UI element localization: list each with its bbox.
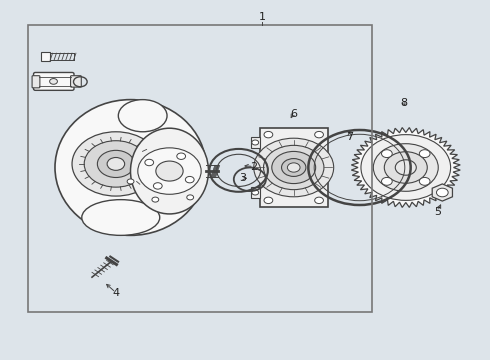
- Ellipse shape: [118, 100, 167, 132]
- Circle shape: [437, 188, 448, 197]
- Polygon shape: [432, 184, 452, 201]
- Circle shape: [419, 150, 430, 158]
- Circle shape: [145, 159, 153, 166]
- Circle shape: [152, 197, 159, 202]
- Circle shape: [254, 138, 334, 197]
- Text: 1: 1: [259, 13, 266, 22]
- Circle shape: [373, 144, 438, 191]
- FancyBboxPatch shape: [260, 128, 328, 207]
- Circle shape: [288, 163, 300, 172]
- Ellipse shape: [130, 128, 208, 214]
- Text: 5: 5: [434, 207, 441, 217]
- Circle shape: [107, 157, 124, 170]
- Bar: [28, 24, 372, 312]
- Text: 8: 8: [400, 98, 407, 108]
- Circle shape: [72, 132, 160, 196]
- Bar: [41, 53, 50, 61]
- Circle shape: [84, 141, 147, 187]
- Ellipse shape: [82, 200, 160, 235]
- Circle shape: [153, 183, 162, 189]
- Circle shape: [382, 177, 392, 185]
- Circle shape: [187, 195, 194, 200]
- Circle shape: [185, 176, 194, 183]
- Circle shape: [264, 145, 324, 190]
- Circle shape: [361, 135, 451, 201]
- Circle shape: [272, 152, 316, 184]
- Text: 2: 2: [250, 162, 257, 172]
- Circle shape: [282, 158, 306, 176]
- FancyBboxPatch shape: [33, 72, 74, 90]
- FancyBboxPatch shape: [71, 76, 81, 87]
- Circle shape: [384, 152, 427, 183]
- Circle shape: [264, 197, 273, 203]
- Circle shape: [49, 78, 57, 84]
- Circle shape: [419, 177, 430, 185]
- Text: 6: 6: [290, 109, 297, 119]
- Circle shape: [138, 148, 201, 194]
- Circle shape: [127, 179, 134, 184]
- Circle shape: [156, 161, 183, 181]
- Circle shape: [315, 131, 323, 138]
- Ellipse shape: [55, 100, 206, 235]
- FancyBboxPatch shape: [32, 76, 40, 88]
- Bar: [251, 137, 260, 148]
- Text: 7: 7: [346, 132, 353, 142]
- Circle shape: [252, 140, 259, 145]
- Text: 4: 4: [112, 288, 120, 297]
- Circle shape: [315, 197, 323, 203]
- Circle shape: [177, 153, 186, 159]
- Polygon shape: [351, 127, 460, 207]
- Text: 3: 3: [239, 173, 246, 183]
- Circle shape: [252, 190, 259, 195]
- Circle shape: [98, 150, 134, 177]
- Circle shape: [395, 160, 416, 175]
- Circle shape: [264, 131, 273, 138]
- Bar: [251, 187, 260, 198]
- Circle shape: [382, 150, 392, 158]
